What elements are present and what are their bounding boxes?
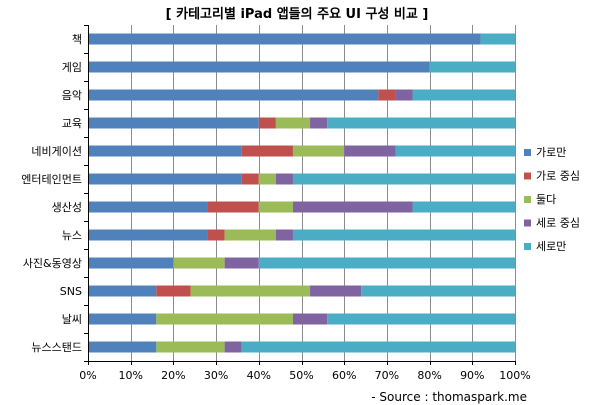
x-tick-label: 60% bbox=[332, 369, 356, 382]
x-tick-label: 0% bbox=[79, 369, 96, 382]
x-tick-label: 80% bbox=[417, 369, 441, 382]
category-label: 생산성 bbox=[52, 201, 82, 214]
legend-label: 세로 중심 bbox=[536, 217, 580, 230]
x-tick-label: 30% bbox=[204, 369, 228, 382]
bar-segment bbox=[207, 201, 259, 213]
bars bbox=[88, 33, 515, 353]
legend-label: 세로만 bbox=[536, 240, 566, 253]
x-tick-label: 90% bbox=[460, 369, 484, 382]
bar-segment bbox=[241, 145, 293, 157]
bar-segment bbox=[88, 201, 208, 213]
bar-segment bbox=[327, 117, 515, 129]
category-label: 사진&동영상 bbox=[23, 257, 82, 270]
bar-segment bbox=[207, 229, 225, 241]
bar-segment bbox=[310, 285, 362, 297]
bar-segment bbox=[224, 229, 276, 241]
category-label: SNS bbox=[60, 285, 82, 298]
bar-segment bbox=[275, 117, 311, 129]
bar-segment bbox=[88, 341, 157, 353]
bar-segment bbox=[310, 117, 328, 129]
bar-segment bbox=[361, 285, 515, 297]
bar-segment bbox=[429, 61, 515, 73]
bar-segment bbox=[292, 173, 515, 185]
bar-segment bbox=[88, 229, 208, 241]
bar-segment bbox=[292, 201, 413, 213]
legend-swatch bbox=[524, 243, 531, 250]
x-tick-label: 10% bbox=[118, 369, 142, 382]
legend-swatch bbox=[524, 149, 531, 156]
legend-swatch bbox=[524, 196, 531, 203]
bar-segment bbox=[173, 257, 225, 269]
bar-segment bbox=[88, 285, 157, 297]
bar-segment bbox=[480, 33, 515, 45]
bar-segment bbox=[344, 145, 396, 157]
bar-segment bbox=[88, 145, 242, 157]
bar-segment bbox=[88, 33, 481, 45]
bar-segment bbox=[88, 117, 259, 129]
x-tick-label: 50% bbox=[289, 369, 313, 382]
category-label: 뉴스스탠드 bbox=[31, 341, 82, 354]
chart-title: [ 카테고리별 iPad 앱들의 주요 UI 구성 비교 ] bbox=[166, 6, 429, 22]
bar-segment bbox=[88, 89, 379, 101]
bar-segment bbox=[275, 229, 293, 241]
bar-segment bbox=[292, 229, 515, 241]
bar-segment bbox=[292, 313, 328, 325]
category-label: 게임 bbox=[62, 61, 82, 74]
axes bbox=[84, 25, 516, 365]
bar-segment bbox=[327, 313, 515, 325]
bar-segment bbox=[258, 257, 515, 269]
bar-segment bbox=[292, 145, 345, 157]
bar-segment bbox=[258, 117, 276, 129]
bar-segment bbox=[88, 313, 157, 325]
x-tick-label: 100% bbox=[499, 369, 530, 382]
category-label: 네비게이션 bbox=[31, 145, 82, 158]
bar-segment bbox=[88, 173, 242, 185]
x-tick-label: 20% bbox=[161, 369, 185, 382]
legend-label: 둘다 bbox=[536, 193, 556, 206]
bar-segment bbox=[378, 89, 396, 101]
legend-label: 가로 중심 bbox=[536, 170, 580, 183]
source-note: - Source : thomaspark.me bbox=[371, 390, 527, 404]
grid-lines bbox=[131, 25, 516, 361]
bar-segment bbox=[241, 173, 259, 185]
bar-segment bbox=[88, 257, 174, 269]
bar-segment bbox=[412, 201, 515, 213]
bar-segment bbox=[224, 257, 259, 269]
category-label: 날씨 bbox=[62, 313, 82, 326]
legend-swatch bbox=[524, 172, 531, 180]
bar-segment bbox=[156, 285, 191, 297]
x-tick-label: 70% bbox=[375, 369, 399, 382]
category-label: 엔터테인먼트 bbox=[21, 173, 82, 186]
bar-segment bbox=[395, 89, 413, 101]
bar-segment bbox=[258, 173, 276, 185]
legend-swatch bbox=[524, 219, 531, 227]
category-label: 교육 bbox=[62, 117, 82, 130]
category-label: 음악 bbox=[62, 89, 82, 102]
x-tick-label: 40% bbox=[247, 369, 271, 382]
category-label: 책 bbox=[72, 33, 82, 46]
category-label: 뉴스 bbox=[62, 229, 82, 242]
bar-segment bbox=[275, 173, 293, 185]
bar-segment bbox=[224, 341, 242, 353]
bar-segment bbox=[156, 341, 225, 353]
bar-segment bbox=[190, 285, 311, 297]
bar-segment bbox=[156, 313, 293, 325]
x-tick-labels: 0% 10% 20% 30% 40% 50% 60% 70% 80% 90% 100% bbox=[79, 369, 530, 382]
legend-label: 가로만 bbox=[536, 146, 566, 159]
bar-segment bbox=[88, 61, 430, 73]
bar-segment bbox=[412, 89, 515, 101]
bar-segment bbox=[395, 145, 515, 157]
bar-segment bbox=[258, 201, 293, 213]
bar-segment bbox=[241, 341, 515, 353]
